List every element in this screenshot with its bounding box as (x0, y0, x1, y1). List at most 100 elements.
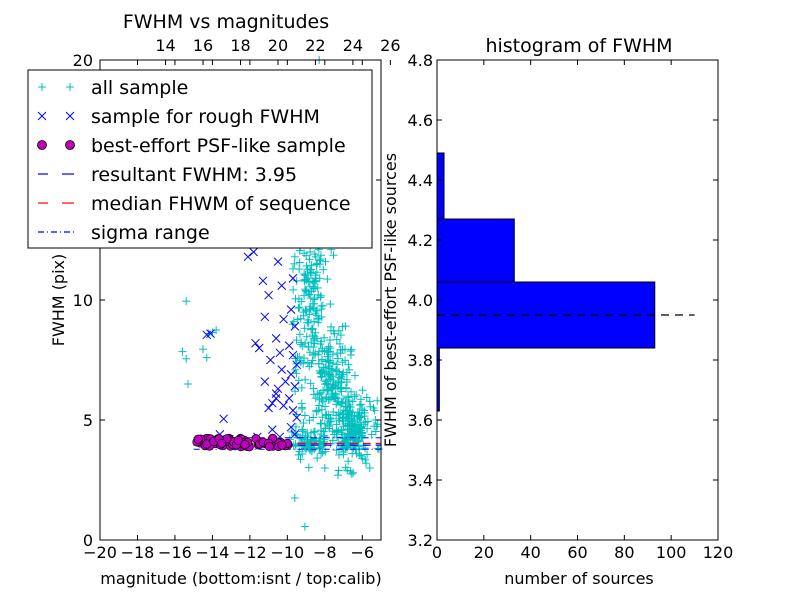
plus-marker (322, 410, 331, 419)
plus-marker (342, 375, 351, 384)
plus-marker (318, 346, 327, 355)
plus-marker (347, 387, 356, 396)
legend: all sample sample for rough FWHM best-ef… (27, 69, 373, 249)
plus-marker (341, 383, 350, 392)
plus-marker (307, 325, 316, 334)
y-tick-label: 3.4 (408, 471, 433, 490)
plus-marker (338, 430, 347, 439)
legend-entry-all-sample: all sample (38, 77, 188, 99)
x-marker (286, 370, 296, 379)
top-tick-label: 18 (230, 36, 250, 55)
plus-marker (307, 338, 316, 347)
plus-marker (334, 426, 343, 435)
plus-marker (298, 425, 307, 434)
plus-marker (334, 379, 343, 388)
y-tick-label: 3.2 (408, 531, 433, 550)
x-tick-label: 100 (656, 543, 687, 562)
plus-marker (345, 425, 354, 434)
x-marker (243, 252, 253, 262)
plus-marker (332, 335, 341, 344)
plus-marker (334, 397, 343, 406)
legend-entry-psf-sample: best-effort PSF-like sample (37, 135, 346, 157)
histogram-x-ticks: 0 20 40 60 80 100 120 (432, 60, 733, 562)
x-marker (286, 422, 296, 432)
x-marker (260, 377, 270, 386)
plus-marker (347, 469, 356, 478)
x-marker (284, 394, 294, 403)
histogram-panel: 0 20 40 60 80 100 120 3.2 3.4 3.6 3.8 4.0 4.2 4.4 4.6… (381, 35, 733, 588)
plus-marker (318, 397, 327, 406)
y-tick-label: 4.8 (408, 51, 433, 70)
plus-marker (344, 360, 353, 369)
x-marker (279, 401, 288, 410)
histogram-y-ticks: 3.2 3.4 3.6 3.8 4.0 4.2 4.4 4.6 4.8 (408, 51, 718, 550)
y-tick-label: 4.0 (408, 291, 433, 310)
x-tick-label: −16 (158, 543, 192, 562)
plus-marker (357, 451, 366, 460)
plus-marker (331, 366, 340, 375)
plus-marker (301, 375, 310, 384)
plus-marker (304, 318, 313, 327)
x-tick-label: −6 (350, 543, 374, 562)
plus-marker (319, 363, 328, 372)
x-marker (251, 338, 260, 348)
plus-marker (317, 449, 326, 458)
plus-marker (355, 422, 364, 431)
histogram-bars (436, 152, 656, 412)
plus-marker (326, 417, 335, 426)
plus-marker (341, 437, 350, 446)
plus-marker (308, 356, 317, 365)
plus-marker (299, 419, 308, 428)
legend-label: all sample (91, 77, 188, 99)
plus-marker (302, 287, 311, 296)
plus-marker (346, 347, 355, 356)
plus-marker (318, 368, 327, 377)
plus-marker (291, 354, 300, 363)
plus-marker (323, 352, 332, 361)
x-marker (290, 430, 300, 439)
plus-marker (301, 275, 310, 284)
plus-marker (290, 252, 299, 261)
plus-marker (314, 359, 323, 368)
x-tick-label: 60 (567, 543, 587, 562)
top-tick-label: 16 (193, 36, 213, 55)
plus-marker (304, 343, 313, 352)
plus-marker (309, 317, 318, 326)
plus-marker (292, 369, 301, 378)
x-marker (275, 348, 285, 358)
plus-marker (336, 401, 345, 410)
plus-marker (316, 251, 325, 260)
plus-marker (322, 379, 331, 388)
x-marker (292, 360, 302, 370)
x-marker (206, 329, 215, 338)
x-marker (292, 413, 302, 422)
plus-marker (315, 347, 324, 356)
plus-marker (350, 427, 359, 436)
plus-marker (295, 303, 304, 312)
plus-marker (349, 468, 358, 477)
plus-marker (303, 358, 312, 367)
x-marker (286, 305, 296, 314)
plus-marker (314, 406, 323, 415)
plus-marker (334, 408, 343, 417)
plus-marker (341, 402, 350, 411)
y-tick-label: 3.8 (408, 351, 433, 370)
plus-marker (290, 494, 299, 502)
plus-marker (341, 463, 350, 472)
x-marker (290, 382, 300, 391)
plus-marker (310, 250, 319, 259)
scatter-panel: −20−18−16−14−12−10−8−6 05101520 14161820… (27, 11, 401, 588)
plus-marker (289, 317, 298, 326)
x-marker (279, 314, 288, 324)
x-marker (288, 350, 298, 360)
scatter-y-axis-label: FWHM (pix) (49, 254, 68, 347)
x-marker (219, 414, 228, 424)
plus-marker (178, 347, 187, 356)
x-marker (284, 341, 294, 350)
plus-marker (356, 395, 365, 404)
plus-marker (300, 324, 309, 333)
plus-marker (337, 428, 346, 437)
plus-marker (335, 339, 344, 348)
plus-marker (347, 411, 356, 420)
